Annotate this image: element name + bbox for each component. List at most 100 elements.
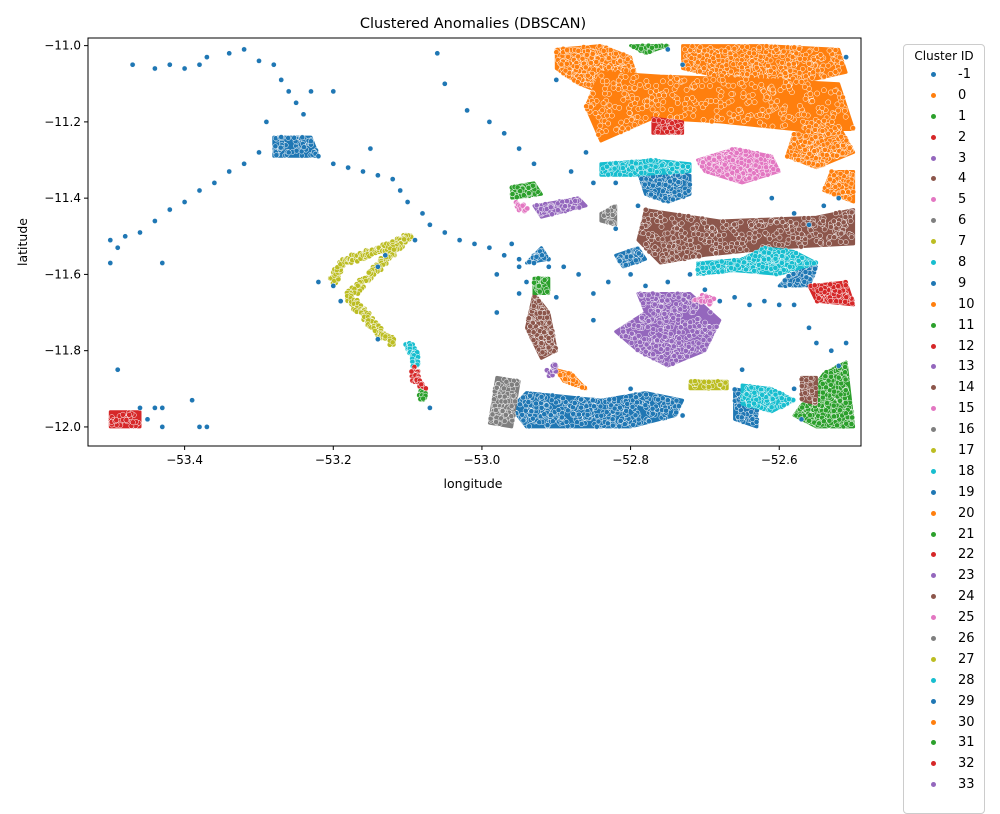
- cluster-2-marker: [815, 295, 822, 302]
- cluster-0-marker: [645, 82, 652, 89]
- cluster-4-marker: [659, 257, 666, 264]
- cluster-0-marker: [673, 82, 680, 89]
- cluster-4-marker: [689, 225, 696, 232]
- cluster-4-marker: [660, 242, 667, 249]
- cluster-0-marker: [835, 107, 842, 114]
- cluster-noise1-marker: [748, 409, 755, 415]
- cluster-0-marker: [620, 51, 627, 58]
- cluster-3-marker: [671, 353, 678, 359]
- noise-point: [166, 61, 173, 68]
- legend-marker: [931, 301, 936, 307]
- cluster-8-marker: [616, 171, 623, 178]
- cluster-3-marker: [666, 292, 672, 299]
- cluster-3-marker: [664, 297, 671, 304]
- legend-marker: [931, 427, 936, 433]
- legend-marker: [931, 573, 936, 579]
- cluster-8-marker: [751, 389, 758, 396]
- cluster-8-marker: [795, 257, 802, 264]
- cluster-0-marker: [842, 113, 849, 120]
- noise-point: [791, 302, 797, 308]
- cluster-6-marker: [508, 381, 515, 388]
- cluster-4-marker: [790, 234, 796, 241]
- x-axis-label: longitude: [444, 476, 503, 491]
- noise-point: [843, 54, 849, 60]
- cluster-14-marker: [807, 381, 814, 388]
- cluster-3-marker: [681, 303, 688, 310]
- cluster-5-marker: [746, 175, 753, 182]
- cluster-0-marker: [630, 75, 637, 82]
- cluster-11-marker: [544, 288, 551, 295]
- legend-marker: [931, 656, 936, 662]
- noise-point: [471, 241, 478, 247]
- cluster-8-marker: [680, 163, 686, 170]
- cluster-4-marker: [640, 230, 647, 237]
- cluster-2-marker: [842, 282, 849, 289]
- cluster-4-marker: [673, 253, 680, 260]
- cluster-0-marker: [681, 46, 688, 53]
- cluster-0-marker: [602, 85, 608, 92]
- noise-point: [241, 46, 247, 53]
- cluster-noise1-marker: [583, 403, 590, 410]
- cluster-0-marker: [613, 126, 619, 133]
- noise-point: [382, 252, 389, 259]
- cluster-0-marker: [696, 53, 703, 60]
- cluster-0-marker: [626, 110, 633, 116]
- cluster-noise1-marker: [675, 179, 682, 186]
- cluster-8-marker: [637, 165, 644, 171]
- cluster-0-marker: [827, 71, 834, 77]
- legend-label: 14: [958, 380, 975, 396]
- cluster-3-marker: [682, 292, 688, 298]
- cluster-noise1-marker: [667, 178, 673, 185]
- legend-marker: [931, 698, 936, 704]
- cluster-8-marker: [766, 250, 772, 256]
- cluster-0-marker: [789, 54, 796, 60]
- x-tick-label: −53.2: [315, 453, 352, 467]
- cluster-noise1-marker: [642, 402, 649, 409]
- cluster-13-marker: [572, 198, 579, 204]
- cluster-8-marker: [769, 396, 776, 402]
- noise-point: [687, 271, 693, 278]
- cluster-0-marker: [809, 98, 816, 105]
- cluster-0-marker: [800, 118, 806, 125]
- cluster-0-marker: [682, 105, 689, 112]
- cluster-0-marker: [806, 60, 812, 67]
- cluster-5-marker: [736, 174, 742, 180]
- cluster-1-marker: [842, 369, 848, 376]
- noise-point: [679, 61, 686, 68]
- cluster-3-marker: [645, 318, 652, 324]
- cluster-0-marker: [780, 48, 787, 55]
- cluster-noise1-marker: [548, 397, 555, 404]
- cluster-4-marker: [701, 220, 708, 226]
- cluster-1-marker: [842, 399, 849, 406]
- cluster-3-marker: [675, 329, 682, 336]
- legend-item: 28: [904, 670, 984, 691]
- noise-point: [776, 302, 783, 308]
- cluster-2-marker: [669, 120, 675, 127]
- cluster-0-marker: [667, 80, 674, 86]
- cluster-0-marker: [828, 119, 835, 125]
- cluster-noise1-marker: [595, 418, 602, 425]
- noise-point: [427, 221, 433, 228]
- cluster-2-marker: [843, 294, 850, 301]
- noise-point: [397, 187, 404, 194]
- legend-item: 14: [904, 377, 984, 398]
- cluster-0-marker: [831, 172, 837, 179]
- cluster-0-marker: [822, 146, 828, 153]
- cluster-0-marker: [691, 83, 698, 90]
- cluster-3-marker: [700, 337, 707, 343]
- legend-item: 15: [904, 398, 984, 419]
- cluster-8-marker: [778, 395, 785, 402]
- noise-point: [590, 317, 597, 324]
- legend-label: 6: [958, 213, 967, 229]
- y-tick-label: −11.0: [44, 39, 81, 53]
- cluster-8-marker: [786, 263, 793, 270]
- cluster-0-marker: [631, 122, 638, 128]
- cluster-0-marker: [833, 152, 840, 159]
- cluster-27-marker: [705, 384, 712, 390]
- cluster-0-marker: [832, 87, 838, 94]
- cluster-noise1-marker: [578, 396, 584, 403]
- cluster-8-marker: [685, 163, 691, 170]
- cluster-noise1-marker: [525, 399, 532, 405]
- cluster-0-marker: [782, 70, 789, 77]
- cluster-noise1-marker: [308, 138, 314, 145]
